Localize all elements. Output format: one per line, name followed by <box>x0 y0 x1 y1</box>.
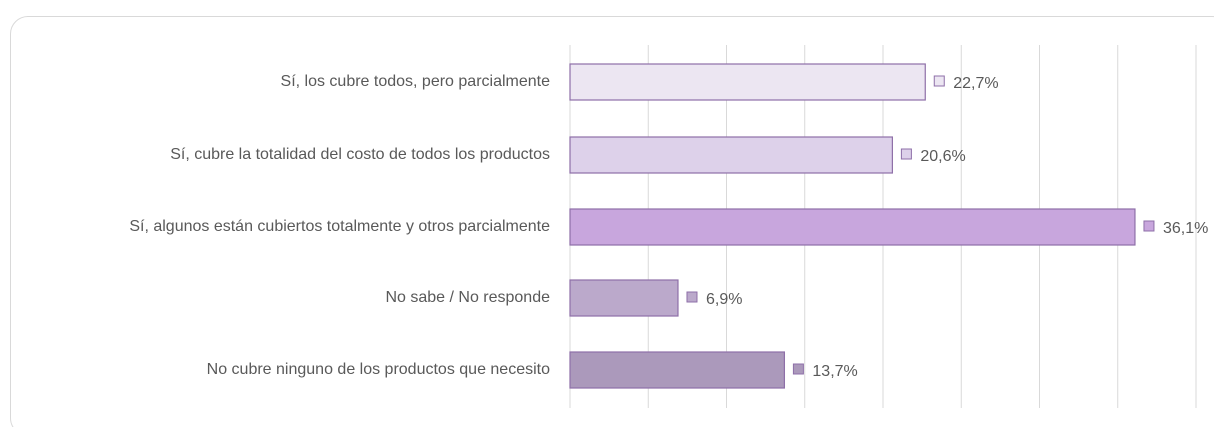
legend-key <box>1143 220 1155 232</box>
legend-key <box>900 148 912 160</box>
category-label: Sí, algunos están cubiertos totalmente y… <box>129 218 550 235</box>
chart-frame <box>10 16 1214 427</box>
bar <box>569 279 679 317</box>
value-label: 6,9% <box>706 291 742 308</box>
value-label: 13,7% <box>812 363 857 380</box>
bar <box>569 63 926 101</box>
bar <box>569 208 1136 246</box>
category-label: No cubre ninguno de los productos que ne… <box>206 361 550 378</box>
bar <box>569 351 786 389</box>
legend-key <box>686 291 698 303</box>
bar <box>569 136 893 174</box>
category-label: No sabe / No responde <box>385 289 550 306</box>
value-label: 22,7% <box>953 75 998 92</box>
value-label: 20,6% <box>920 148 965 165</box>
category-label: Sí, cubre la totalidad del costo de todo… <box>170 146 550 163</box>
value-label: 36,1% <box>1163 220 1208 237</box>
legend-key <box>792 363 804 375</box>
category-label: Sí, los cubre todos, pero parcialmente <box>280 73 550 90</box>
legend-key <box>933 75 945 87</box>
